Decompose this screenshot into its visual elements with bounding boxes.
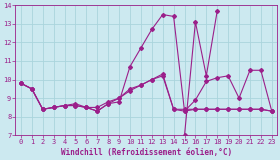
- X-axis label: Windchill (Refroidissement éolien,°C): Windchill (Refroidissement éolien,°C): [61, 148, 232, 157]
